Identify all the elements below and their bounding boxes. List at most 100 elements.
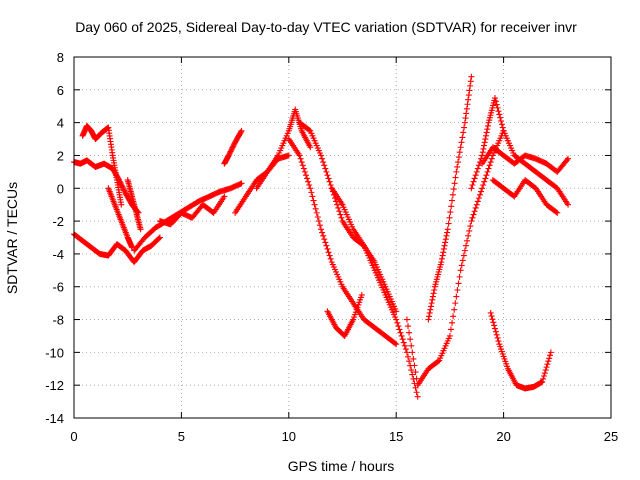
data-point [496,111,503,118]
data-point [465,92,472,99]
data-point [297,155,304,162]
data-point [413,375,420,382]
grid [74,57,611,418]
y-tick-label: 2 [57,148,64,163]
data-point [479,152,486,159]
data-point [438,259,445,266]
data-point [320,232,327,239]
x-axis-label: GPS time / hours [288,458,395,474]
data-point [397,329,404,336]
data-point [488,155,495,162]
series-track-d [105,185,135,251]
data-point [228,145,235,152]
data-point [492,325,499,332]
data-point [487,159,494,166]
data-point [403,316,410,323]
data-point [469,214,476,221]
data-point [225,152,232,159]
data-point [314,213,321,220]
data-point [457,144,464,151]
data-point [464,101,471,108]
data-point [446,332,453,339]
data-point [546,352,553,359]
data-point [315,218,322,225]
data-point [492,328,499,335]
data-point [307,185,314,192]
data-point [406,329,413,336]
data-point [495,338,502,345]
data-point [425,316,432,323]
data-point [454,163,461,170]
series-track-c [79,122,125,208]
y-tick-label: -12 [45,378,64,393]
data-point [302,172,309,179]
data-point [459,257,466,264]
data-point [451,180,458,187]
x-tick-label: 20 [496,429,510,444]
y-tick-label: 0 [57,181,64,196]
data-point [440,249,447,256]
chart-title: Day 060 of 2025, Sidereal Day-to-day VTE… [75,19,577,35]
data-point [565,155,572,162]
data-point [400,339,407,346]
data-point [409,371,416,378]
data-point [463,242,470,249]
data-point [392,340,399,347]
data-point [395,323,402,330]
data-point [325,175,332,182]
data-point [486,162,493,169]
data-point [461,247,468,254]
data-point [481,139,488,146]
x-tick-label: 0 [70,429,77,444]
data-point [479,185,486,192]
data-point [305,178,312,185]
x-tick-label: 5 [178,429,185,444]
data-point [227,148,234,155]
data-point [298,159,305,166]
data-point [468,218,475,225]
data-point [435,358,442,365]
series-track-k [285,136,400,348]
data-point [399,336,406,343]
data-point [406,358,413,365]
data-point [484,168,491,175]
data-point [429,293,436,300]
data-point [449,197,456,204]
data-point [318,152,325,159]
data-point [546,355,553,362]
data-point [455,154,462,161]
data-point [542,367,549,374]
data-point [296,152,303,159]
data-point [465,96,472,103]
series-track-h [221,127,245,167]
data-point [467,78,474,85]
data-point [467,223,474,230]
data-point [494,334,501,341]
data-point [498,121,505,128]
data-point [491,322,498,329]
data-point [478,188,485,195]
data-point [470,178,477,185]
data-point [414,393,421,400]
data-point [310,197,317,204]
data-point [407,336,414,343]
data-point [128,244,135,251]
y-tick-label: -10 [45,345,64,360]
data-point [323,242,330,249]
data-point [472,204,479,211]
data-point [393,341,400,348]
data-point [452,300,459,307]
data-point [237,128,244,135]
x-tick-label: 25 [604,429,618,444]
data-point [460,129,467,136]
data-point [324,245,331,252]
data-point [299,162,306,169]
data-point [335,204,342,211]
data-point [431,287,438,294]
data-point [311,201,318,208]
data-point [313,209,320,216]
data-point [482,175,489,182]
data-point [405,323,412,330]
data-point [457,267,464,274]
